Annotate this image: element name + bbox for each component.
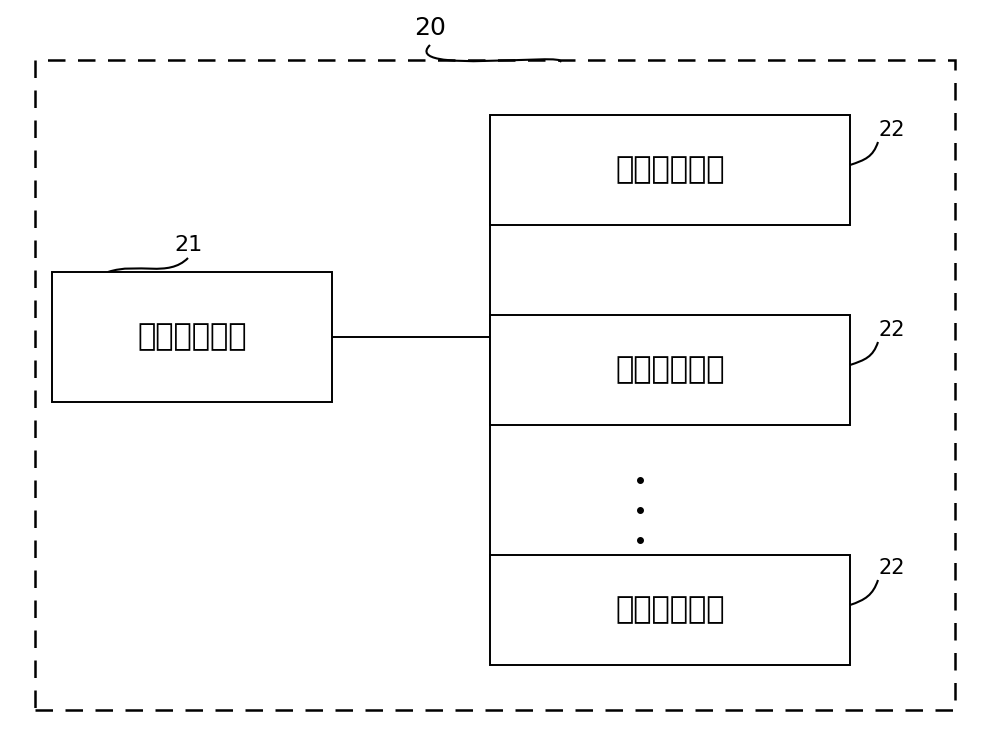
Text: 系统控制模块: 系统控制模块 — [137, 322, 247, 351]
Bar — [490, 555, 850, 665]
Bar — [35, 60, 955, 710]
Text: 21: 21 — [174, 235, 202, 255]
Bar — [490, 115, 850, 225]
Text: 功率控制模块: 功率控制模块 — [615, 155, 725, 185]
Text: 22: 22 — [878, 558, 904, 578]
Bar — [52, 272, 332, 402]
Text: 22: 22 — [878, 320, 904, 340]
Text: 22: 22 — [878, 120, 904, 140]
Text: 20: 20 — [414, 16, 446, 40]
Text: 功率控制模块: 功率控制模块 — [615, 595, 725, 624]
Bar — [490, 315, 850, 425]
Text: 功率控制模块: 功率控制模块 — [615, 356, 725, 385]
